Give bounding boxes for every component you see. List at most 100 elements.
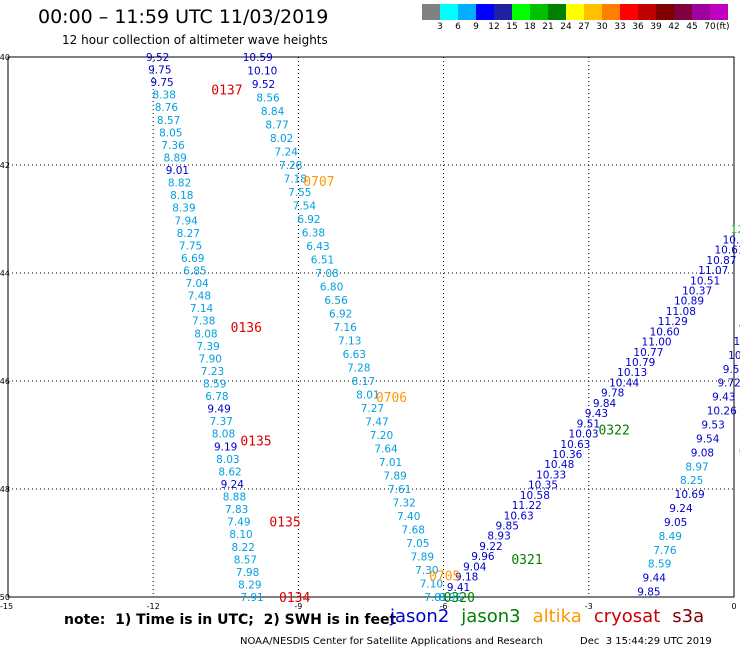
wave-height-value: 10.35 <box>528 480 558 492</box>
wave-height-value: 8.38 <box>153 90 176 102</box>
wave-height-value: 6.51 <box>311 255 334 267</box>
wave-height-value: 7.64 <box>374 444 398 456</box>
wave-height-value: 9.01 <box>166 165 189 177</box>
color-scale-swatch <box>602 4 620 20</box>
color-scale-swatch <box>638 4 656 20</box>
color-scale-swatch <box>566 4 584 20</box>
chart-subtitle: 12 hour collection of altimeter wave hei… <box>62 33 328 47</box>
wave-height-value: 9.08 <box>691 447 714 459</box>
wave-height-value: 7.89 <box>411 552 434 564</box>
wave-height-value: 7.38 <box>192 316 215 328</box>
wave-height-value: 8.59 <box>648 559 671 571</box>
wave-height-value: 7.18 <box>284 174 307 186</box>
color-scale-label: 45 <box>686 22 698 32</box>
wave-height-value: 7.01 <box>379 457 402 469</box>
wave-height-value: 8.59 <box>203 379 226 391</box>
wave-height-value: 9.85 <box>637 587 660 599</box>
y-tick-label: -44 <box>0 269 10 278</box>
wave-height-value: 7.37 <box>210 416 233 428</box>
wave-height-value: 6.85 <box>183 265 206 277</box>
wave-height-value: 10.77 <box>633 347 663 359</box>
wave-height-value: 10.59 <box>243 52 273 64</box>
wave-height-value: 9.72 <box>717 378 740 390</box>
wave-height-value: 8.82 <box>168 178 191 190</box>
wave-height-value: 9.44 <box>643 573 667 585</box>
wave-height-value: 10.10 <box>247 66 277 78</box>
wave-height-value: 7.49 <box>227 517 250 529</box>
wave-height-value: 10.37 <box>682 286 712 298</box>
wave-height-value: 8.08 <box>212 429 235 441</box>
wave-height-value: 9.96 <box>471 551 495 563</box>
wave-height-value: 6.38 <box>302 228 325 240</box>
color-scale-label: 33 <box>614 22 626 32</box>
wave-height-value: 10.33 <box>536 469 566 481</box>
wave-height-value: 9 <box>739 322 740 334</box>
wave-height-value: 8.88 <box>223 492 246 504</box>
color-scale-swatch <box>548 4 566 20</box>
wave-height-value: 8.27 <box>177 228 200 240</box>
satellite-legend-item: altika <box>532 606 582 627</box>
wave-height-value: 9.24 <box>669 503 693 515</box>
color-scale-bar <box>422 4 728 20</box>
satellite-legend-item: s3a <box>672 606 705 627</box>
wave-height-value: 7.68 <box>402 525 425 537</box>
wave-height-value: 8.10 <box>229 529 252 541</box>
wave-height-value: 10.69 <box>675 489 705 501</box>
color-scale-swatch <box>620 4 638 20</box>
wave-height-value: 10.26 <box>707 406 737 418</box>
wave-height-value: 7.91 <box>240 592 263 604</box>
color-scale-label: 12 <box>488 22 500 32</box>
pass-time-label: 0135 <box>269 515 300 530</box>
pass-time-label: 0320 <box>444 591 475 606</box>
wave-height-value: 8.77 <box>265 120 288 132</box>
wave-height-value: 8.57 <box>157 115 180 127</box>
x-tick-label: -9 <box>294 602 302 611</box>
wave-height-value: 12.85 <box>731 224 740 236</box>
wave-height-value: 10.51 <box>690 275 720 287</box>
wave-height-value: 6.92 <box>297 214 320 226</box>
pass-time-label: 0322 <box>598 424 629 439</box>
wave-height-value: 9.52 <box>252 79 275 91</box>
wave-height-value: 8.02 <box>270 133 293 145</box>
wave-height-value: 10.89 <box>674 296 704 308</box>
wave-height-value: 10.03 <box>569 429 599 441</box>
wave-height-value: 9.58 <box>723 364 740 376</box>
x-tick-label: -15 <box>0 602 13 611</box>
color-scale-label: 21 <box>542 22 554 32</box>
wave-height-value: 8.76 <box>155 102 179 114</box>
color-scale-swatch <box>440 4 458 20</box>
wave-height-value: 11.00 <box>642 337 672 349</box>
color-scale-swatch <box>476 4 494 20</box>
wave-height-value: 7.24 <box>275 147 299 159</box>
wave-height-value: 9.19 <box>214 441 237 453</box>
wave-height-value: 9.85 <box>496 520 519 532</box>
wave-height-value: 8.62 <box>218 466 241 478</box>
wave-height-value: 6.43 <box>306 241 329 253</box>
color-scale-swatch <box>512 4 530 20</box>
y-tick-label: -48 <box>0 485 10 494</box>
wave-height-value: 8.96 <box>439 592 463 604</box>
color-scale-swatch <box>530 4 548 20</box>
wave-height-value: 7.10 <box>420 579 443 591</box>
wave-height-value: 8.39 <box>172 203 195 215</box>
generated-timestamp: Dec 3 15:44:29 UTC 2019 <box>580 636 712 647</box>
wave-height-value: 9.49 <box>207 404 230 416</box>
satellite-legend-item: jason3 <box>461 606 521 627</box>
color-scale-unit: (ft) <box>716 22 730 32</box>
wave-height-value: 10.60 <box>650 326 680 338</box>
color-scale-label: 42 <box>668 22 680 32</box>
wave-height-value: 7.61 <box>388 484 411 496</box>
wave-height-value: 7.36 <box>161 140 185 152</box>
wave-height-value: 7.23 <box>201 366 224 378</box>
pass-time-label: 0321 <box>511 553 542 568</box>
wave-height-value: 7.13 <box>338 336 361 348</box>
wave-height-value: 7.05 <box>406 538 429 550</box>
x-tick-label: -6 <box>440 602 448 611</box>
wave-height-value: 10.0 <box>728 350 740 362</box>
wave-height-value: 8.84 <box>261 106 285 118</box>
color-scale-label: 36 <box>632 22 644 32</box>
wave-height-value: 7.75 <box>179 240 202 252</box>
wave-height-value: 8.25 <box>680 475 703 487</box>
wave-height-value: 8.56 <box>256 93 280 105</box>
wave-height-value: 7.27 <box>361 403 384 415</box>
